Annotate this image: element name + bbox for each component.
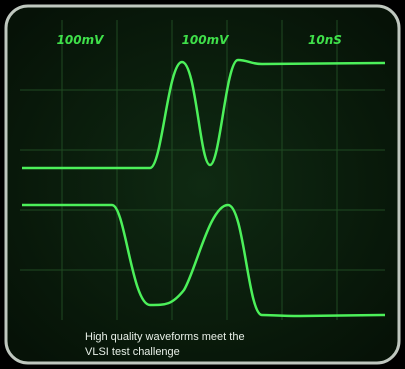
waveform-top [22, 58, 386, 170]
screen-bezel [4, 4, 401, 365]
caption-line: VLSI test challenge [85, 346, 180, 358]
channel-label: 100mV [182, 33, 231, 47]
caption-line: High quality waveforms meet the [85, 331, 245, 343]
waveform-bottom [22, 203, 386, 318]
timebase-label: 10nS [308, 33, 342, 47]
graticule [20, 20, 385, 320]
channel-label: 100mV [57, 33, 106, 47]
